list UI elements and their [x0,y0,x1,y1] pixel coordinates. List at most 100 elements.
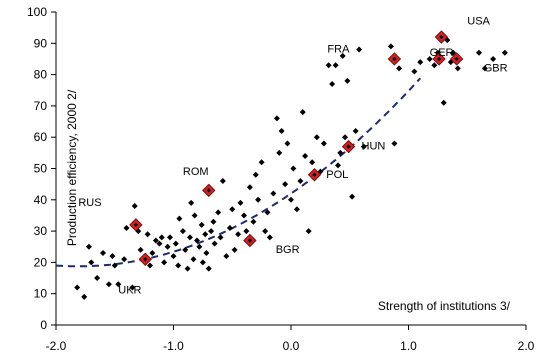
data-point [186,234,193,241]
data-point [302,152,309,159]
data-point [387,43,394,50]
data-point [176,215,183,222]
data-point [229,206,236,213]
y-tick-label: 90 [34,36,48,50]
data-point [147,262,153,269]
y-tick-label: 10 [34,287,48,301]
y-axis-ticks: 0 10 20 30 40 50 60 70 80 90 100 [27,5,56,332]
label-gbr: GBR [484,62,508,74]
highlight-point-core [247,238,253,243]
data-point [129,284,136,291]
data-point [88,259,95,266]
x-tick-label: -2.0 [46,339,67,353]
data-point [335,162,341,169]
data-point [490,55,497,62]
data-point [276,149,283,156]
highlight-point-core [133,222,139,228]
data-point [309,159,316,166]
data-point [250,218,257,225]
data-point [131,203,138,210]
highlight-point-core [436,56,442,62]
data-point [100,250,106,257]
data-point [426,55,433,62]
data-point [288,196,294,203]
label-pol: POL [326,169,348,181]
data-point [266,234,273,241]
data-point [293,206,300,213]
data-point [476,49,482,56]
data-point [356,46,363,53]
data-point [270,190,277,197]
data-point [297,178,304,185]
data-point [199,259,206,266]
data-point [105,281,112,288]
y-axis-title: Production efficiency, 2000 2/ [65,89,79,246]
y-tick-label: 40 [34,193,48,207]
data-point [329,80,336,87]
data-point [81,293,88,300]
data-point [196,243,203,250]
data-point [223,253,230,260]
data-point [313,134,320,141]
data-point [215,209,222,216]
data-point [332,62,339,69]
data-point [202,231,209,238]
data-point [481,65,488,72]
y-tick-label: 50 [34,162,48,176]
data-point [278,127,285,134]
data-point [161,259,168,266]
data-point [170,253,177,260]
highlighted-countries [129,30,464,266]
data-point [74,284,81,291]
data-point [166,234,173,241]
data-point [175,262,182,269]
data-point [440,99,447,106]
data-point [360,143,367,150]
data-point [121,256,128,263]
highlight-point-core [206,188,211,193]
y-tick-label: 60 [34,130,48,144]
data-point [85,243,92,250]
highlight-point-core [392,56,397,62]
y-tick-label: 100 [27,5,47,19]
data-point [94,275,101,282]
data-point [290,165,297,172]
data-point [391,140,398,147]
data-point [191,212,198,219]
data-point [305,228,312,235]
data-point [208,228,215,235]
data-point [226,224,233,231]
data-point [152,237,159,244]
y-tick-label: 80 [34,68,48,82]
data-point [325,62,332,69]
data-point [273,115,280,122]
highlight-point-core [143,257,148,262]
label-bgr: BGR [276,244,300,256]
trend-line [55,77,422,268]
data-point [172,240,179,247]
label-hun: HUN [362,141,386,153]
y-tick-label: 20 [34,255,48,269]
y-tick-label: 70 [34,99,48,113]
label-rom: ROM [183,166,209,178]
data-point [184,265,191,272]
label-fra: FRA [327,44,350,56]
data-point [203,250,210,257]
data-point [190,256,197,263]
data-point [417,59,424,66]
data-point [431,62,438,69]
x-axis-ticks: -2.0 -1.0 0.0 1.0 2.0 [46,325,535,353]
x-axis-title: Strength of institutions 3/ [378,299,511,313]
data-point [320,140,327,147]
data-point [243,228,250,235]
data-point [144,231,151,238]
data-point [156,240,163,247]
data-point [246,184,253,191]
y-tick-label: 0 [40,318,47,332]
data-point [255,196,262,203]
data-point [282,181,289,188]
data-point [205,265,212,272]
data-point [109,253,116,260]
data-point [235,231,242,238]
data-point [299,109,306,116]
